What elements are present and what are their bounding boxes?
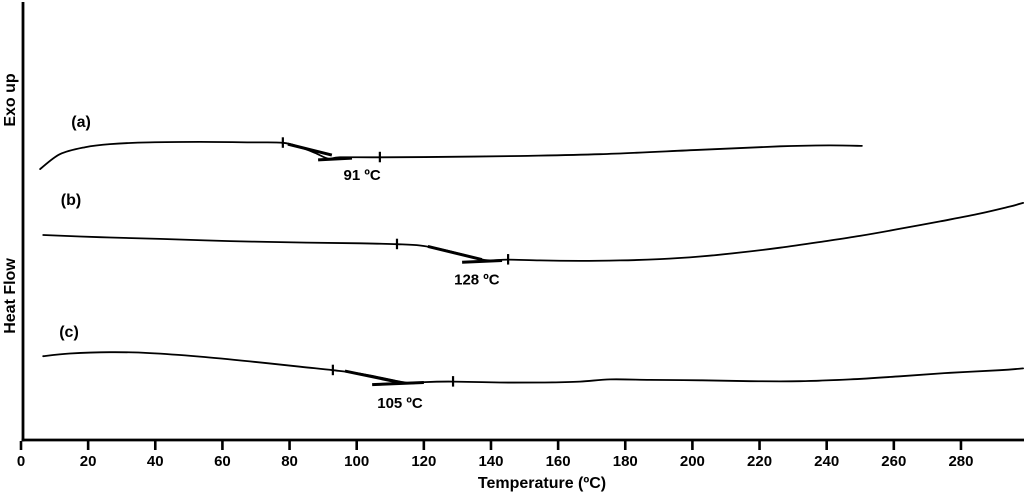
tangent-2-c (372, 380, 424, 387)
x-tick-label-20: 20 (80, 453, 97, 470)
tangent-1-c (344, 369, 401, 384)
x-tick-label-200: 200 (680, 453, 705, 470)
x-tick-label-100: 100 (344, 453, 369, 470)
tangent-2-a (318, 156, 353, 162)
transition-label-c: 105 ºC (377, 395, 423, 412)
series-label-c: (c) (59, 324, 79, 341)
x-tick-label-0: 0 (17, 453, 25, 470)
tangent-1-b (427, 244, 483, 262)
x-tick-label-240: 240 (814, 453, 839, 470)
curve-c (42, 351, 1024, 385)
x-tick-label-280: 280 (948, 453, 973, 470)
curve-a (39, 141, 863, 170)
x-tick-label-220: 220 (747, 453, 772, 470)
series-label-a: (a) (71, 114, 91, 131)
x-axis-label: Temperature (ºC) (477, 475, 607, 492)
tangent-1-a (287, 142, 333, 157)
x-tick-label-80: 80 (281, 453, 298, 470)
x-tick-label-60: 60 (214, 453, 231, 470)
series-label-b: (b) (61, 192, 81, 209)
x-tick-label-260: 260 (881, 453, 906, 470)
tangent-2-b (462, 258, 503, 264)
transition-label-a: 91 ºC (343, 167, 380, 184)
x-tick-label-180: 180 (613, 453, 638, 470)
y-axis-label-heat-flow: Heat Flow (2, 258, 19, 334)
x-tick-label-120: 120 (411, 453, 436, 470)
transition-label-b: 128 ºC (454, 271, 500, 288)
x-tick-label-40: 40 (147, 453, 164, 470)
y-axis-label-exo-up: Exo up (2, 73, 19, 127)
x-tick-label-140: 140 (478, 453, 503, 470)
curve-b (42, 202, 1024, 262)
x-tick-label-160: 160 (546, 453, 571, 470)
